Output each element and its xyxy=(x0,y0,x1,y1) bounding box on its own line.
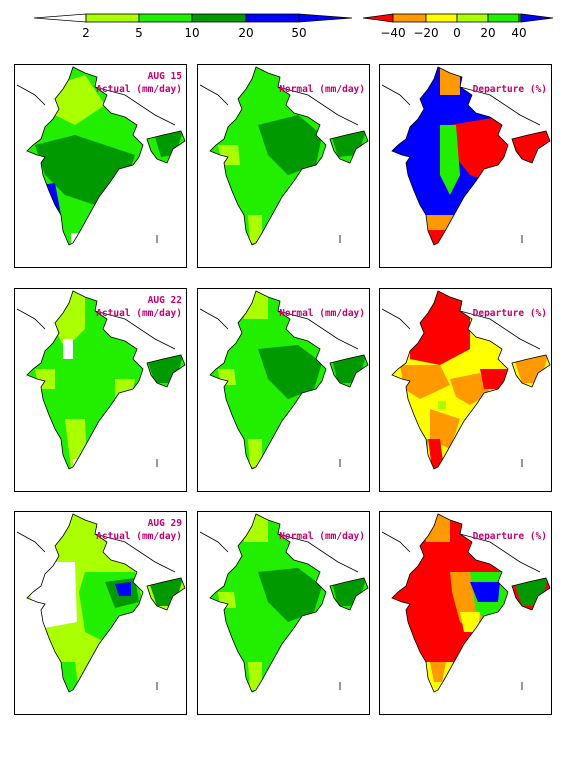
panel-date: AUG 22 xyxy=(147,295,182,306)
dep-tick: −40 xyxy=(380,26,405,40)
dep-tick: −20 xyxy=(413,26,438,40)
map-panel-actual: AUG 22 Actual (mm/day) xyxy=(14,288,187,492)
dep-tick: 20 xyxy=(480,26,495,40)
rain-tick: 2 xyxy=(82,26,90,40)
map-panel-actual: AUG 29 Actual (mm/day) xyxy=(14,511,187,715)
panel-label: Departure (%) xyxy=(472,84,547,95)
map-panel-departure: Departure (%) xyxy=(379,511,552,715)
dep-tick: 40 xyxy=(511,26,526,40)
map-panel-normal: Normal (mm/day) xyxy=(197,288,370,492)
map-panel-normal: Normal (mm/day) xyxy=(197,511,370,715)
panel-label: Departure (%) xyxy=(472,531,547,542)
panel-label: Actual (mm/day) xyxy=(96,531,182,542)
rain-tick: 10 xyxy=(184,26,199,40)
map-panel-departure: Departure (%) xyxy=(379,64,552,268)
rain-tick: 50 xyxy=(291,26,306,40)
dep-tick: 0 xyxy=(453,26,461,40)
map-panel-departure: Departure (%) xyxy=(379,288,552,492)
rain-tick: 5 xyxy=(135,26,143,40)
departure-legend: −40 −20 0 20 40 xyxy=(362,13,554,40)
rainfall-legend: 2 5 10 20 50 xyxy=(33,13,353,40)
panel-date: AUG 29 xyxy=(147,518,182,529)
panel-label: Departure (%) xyxy=(472,308,547,319)
panel-label: Normal (mm/day) xyxy=(279,84,365,95)
panel-label: Actual (mm/day) xyxy=(96,308,182,319)
rain-tick: 20 xyxy=(238,26,253,40)
color-legends: 2 5 10 20 50 −40 −20 0 20 40 xyxy=(33,13,554,40)
panel-date: AUG 15 xyxy=(147,71,182,82)
map-panel-actual: AUG 15 Actual (mm/day) xyxy=(14,64,187,268)
panel-label: Normal (mm/day) xyxy=(279,531,365,542)
panel-label: Normal (mm/day) xyxy=(279,308,365,319)
panel-label: Actual (mm/day) xyxy=(96,84,182,95)
map-panel-normal: Normal (mm/day) xyxy=(197,64,370,268)
